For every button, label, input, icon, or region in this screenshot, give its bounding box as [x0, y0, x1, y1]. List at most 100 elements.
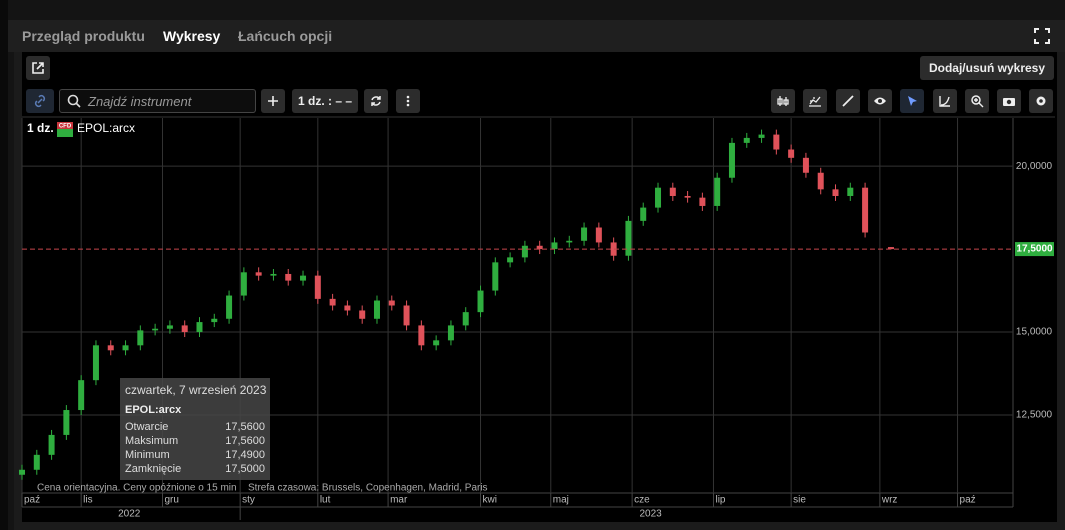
candle-body — [107, 345, 114, 351]
candle-body — [447, 325, 454, 341]
tool-button[interactable] — [997, 89, 1022, 113]
tool-button[interactable] — [771, 89, 795, 113]
candle-body — [492, 262, 499, 291]
footer-note: Cena orientacyjna. Ceny opóźnione o 15 m… — [37, 483, 237, 494]
candle-body — [403, 305, 410, 326]
tooltip-row-value: 17,5600 — [225, 421, 265, 433]
candle-body — [802, 157, 809, 173]
tool-button[interactable] — [964, 89, 989, 113]
candle-body — [78, 380, 85, 411]
tool-button[interactable] — [867, 89, 892, 113]
candle-body — [788, 149, 795, 158]
tab[interactable]: Przegląd produktu — [22, 28, 145, 44]
candle-body — [92, 345, 99, 381]
legend-interval: 1 dz. — [27, 121, 54, 135]
candle-body — [817, 172, 824, 190]
year-label: 2023 — [639, 509, 662, 520]
fullscreen-icon[interactable] — [1034, 28, 1050, 44]
tool-icon — [777, 96, 789, 106]
candle-body — [137, 330, 144, 346]
candle-body — [181, 325, 188, 333]
candle-body — [536, 245, 543, 250]
tool-icon — [971, 95, 984, 108]
cfd-badge-top — [57, 122, 73, 129]
candle-body — [329, 298, 336, 306]
tooltip: czwartek, 7 wrzesień 2023 EPOL:arcx Otwa… — [120, 378, 270, 480]
candle-body — [743, 137, 750, 143]
candle-body — [418, 325, 425, 346]
x-tick-label: mar — [390, 495, 408, 506]
candle-body — [862, 187, 869, 233]
x-tick-label: lip — [715, 495, 725, 506]
tool-button[interactable] — [803, 89, 828, 113]
tool-icon — [809, 96, 822, 107]
candle-body — [152, 328, 159, 331]
candle-body — [714, 177, 721, 206]
tool-icon — [938, 96, 950, 107]
search-icon — [67, 94, 81, 108]
candle-body — [388, 300, 395, 306]
x-tick-label: sty — [242, 495, 255, 506]
candle-body — [581, 227, 588, 241]
x-tick-label: paź — [24, 495, 40, 506]
left-strip — [0, 0, 8, 530]
candle-body — [433, 340, 440, 346]
tool-button[interactable] — [1029, 89, 1054, 113]
candle-body — [226, 295, 233, 319]
more-button[interactable] — [396, 89, 420, 113]
tooltip-row-label: Minimum — [125, 449, 170, 461]
candle-body — [63, 410, 70, 435]
candle-body — [640, 207, 647, 221]
add-button[interactable] — [261, 89, 285, 113]
candle-body — [758, 134, 765, 138]
tab[interactable]: Łańcuch opcji — [238, 28, 333, 44]
tooltip-row-label: Zamknięcie — [125, 463, 181, 475]
tool-icon — [1036, 96, 1046, 106]
candle-body — [566, 240, 573, 243]
y-tick-label: 12,5000 — [1016, 410, 1053, 421]
candle-body — [521, 245, 528, 258]
interval-button[interactable]: 1 dz. : – – — [292, 89, 358, 113]
candle-body — [595, 227, 602, 243]
candle-body — [48, 434, 55, 455]
refresh-button[interactable] — [364, 89, 388, 113]
candle-body — [33, 454, 40, 470]
candle-body — [462, 312, 469, 326]
open-external-button[interactable] — [26, 56, 50, 80]
candle-body — [373, 300, 380, 319]
tool-icon — [841, 95, 854, 107]
last-price-label: 17,5000 — [1016, 244, 1053, 255]
candle-body — [477, 290, 484, 313]
tool-button[interactable] — [900, 89, 925, 113]
candle-body — [314, 275, 321, 299]
x-tick-label: sie — [793, 495, 806, 506]
tooltip-row-label: Otwarcie — [125, 421, 168, 433]
last-price-box — [1015, 242, 1054, 257]
y-tick-label: 20,0000 — [1016, 161, 1053, 172]
candle-body — [832, 189, 839, 196]
tool-button[interactable] — [835, 89, 860, 113]
tooltip-row-value: 17,5600 — [225, 435, 265, 447]
candle-body — [166, 325, 173, 329]
search-box[interactable]: Znajdź instrument — [59, 89, 256, 113]
tooltip-symbol: EPOL:arcx — [125, 404, 182, 416]
candle-body — [122, 345, 129, 351]
candle-body — [211, 318, 218, 323]
tool-button[interactable] — [932, 89, 957, 113]
candle-body — [359, 310, 366, 319]
candle-body — [270, 273, 277, 276]
candle-body — [300, 275, 307, 281]
candle-body — [669, 187, 676, 196]
tab-bar — [8, 20, 1065, 52]
candle-body — [240, 272, 247, 296]
link-button[interactable] — [26, 89, 54, 113]
add-remove-charts-button[interactable]: Dodaj/usuń wykresy — [920, 56, 1054, 80]
tooltip-row-value: 17,5000 — [225, 463, 265, 475]
candle-body — [773, 134, 780, 150]
tool-icon — [908, 96, 918, 106]
tab[interactable]: Wykresy — [163, 28, 221, 44]
candle-body — [196, 322, 203, 333]
candle-body — [507, 257, 514, 263]
